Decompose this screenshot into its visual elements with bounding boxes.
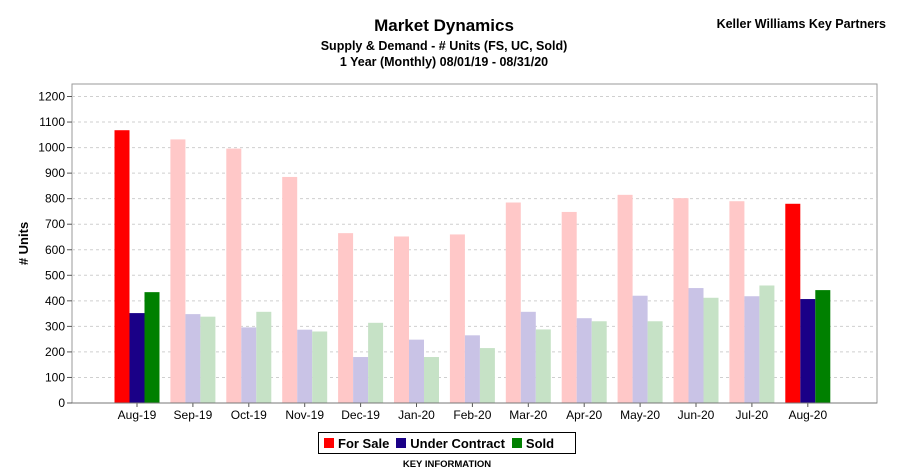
y-tick-label: 700 xyxy=(45,217,65,231)
legend-label-under-contract: Under Contract xyxy=(410,435,505,451)
chart-subtitle-line2: 1 Year (Monthly) 08/01/19 - 08/31/20 xyxy=(339,55,549,69)
bar-sold xyxy=(200,316,216,403)
x-tick-label: Feb-20 xyxy=(453,408,491,422)
brand-name: Keller Williams Key Partners xyxy=(716,17,886,31)
bar-under-contract xyxy=(632,295,648,403)
bar-sold xyxy=(647,321,663,403)
bar-under-contract xyxy=(129,313,145,403)
chart-title: Market Dynamics xyxy=(374,16,514,35)
key-information-caption: KEY INFORMATION xyxy=(402,459,492,470)
bar-for-sale xyxy=(170,139,186,403)
bar-sold xyxy=(424,357,439,403)
bar-for-sale xyxy=(617,194,633,403)
legend-swatch-under-contract xyxy=(396,438,407,448)
x-tick-label: Jun-20 xyxy=(678,408,715,422)
y-tick-label: 400 xyxy=(45,294,65,308)
bar-sold xyxy=(256,311,272,403)
bar-for-sale xyxy=(449,234,465,403)
x-tick-label: Mar-20 xyxy=(509,408,547,422)
bar-sold xyxy=(368,322,384,403)
bar-under-contract xyxy=(464,335,480,403)
y-tick-label: 800 xyxy=(45,192,65,206)
legend-item-sold: Sold xyxy=(511,435,555,451)
y-tick-label: 900 xyxy=(45,166,65,180)
chart-legend: For Sale Under Contract Sold xyxy=(318,432,576,454)
x-tick-label: May-20 xyxy=(620,408,660,422)
legend-swatch-sold xyxy=(511,438,522,448)
bar-under-contract xyxy=(353,357,369,403)
bar-under-contract xyxy=(520,311,536,403)
y-tick-label: 100 xyxy=(45,370,65,384)
bar-for-sale xyxy=(673,198,689,403)
y-tick-label: 500 xyxy=(45,268,65,282)
y-tick-label: 1000 xyxy=(38,141,65,155)
x-tick-label: Jan-20 xyxy=(398,408,435,422)
y-tick-label: 300 xyxy=(45,319,65,333)
bar-sold xyxy=(312,331,328,403)
bar-for-sale xyxy=(394,236,409,403)
legend-swatch-for-sale xyxy=(324,438,334,448)
bar-under-contract xyxy=(800,299,816,403)
y-axis-label: # Units xyxy=(16,222,31,265)
bar-under-contract xyxy=(744,296,760,403)
legend-item-for-sale: For Sale xyxy=(324,436,389,451)
bar-sold xyxy=(144,292,160,403)
x-tick-label: Jul-20 xyxy=(736,408,769,422)
chart-subtitle-line1: Supply & Demand - # Units (FS, UC, Sold) xyxy=(320,39,568,53)
bar-under-contract xyxy=(409,339,424,403)
bar-sold xyxy=(535,329,551,403)
bar-for-sale xyxy=(785,203,801,403)
bar-sold xyxy=(479,348,495,403)
bar-under-contract xyxy=(576,318,592,403)
bar-for-sale xyxy=(114,130,130,403)
bar-sold xyxy=(703,297,719,403)
bar-under-contract xyxy=(241,327,257,403)
x-tick-label: Oct-19 xyxy=(231,408,267,422)
y-tick-label: 600 xyxy=(45,243,65,257)
bar-for-sale xyxy=(561,211,577,403)
bar-sold xyxy=(759,285,775,403)
y-tick-label: 200 xyxy=(45,345,65,359)
bar-under-contract xyxy=(297,329,313,403)
bar-under-contract xyxy=(185,314,201,403)
bar-for-sale xyxy=(282,176,298,403)
bar-for-sale xyxy=(729,201,745,403)
x-tick-label: Dec-19 xyxy=(341,408,380,422)
x-tick-label: Aug-19 xyxy=(118,408,157,422)
legend-item-under-contract: Under Contract xyxy=(396,436,505,451)
bar-under-contract xyxy=(688,288,704,403)
legend-label-for-sale: For Sale xyxy=(338,435,390,451)
y-tick-label: 0 xyxy=(58,396,65,410)
x-tick-label: Sep-19 xyxy=(174,408,213,422)
bar-for-sale xyxy=(338,233,354,403)
y-tick-label: 1200 xyxy=(38,90,65,104)
legend-label-sold: Sold xyxy=(525,435,555,451)
x-tick-label: Nov-19 xyxy=(285,408,324,422)
bar-for-sale xyxy=(505,202,521,403)
bar-sold xyxy=(591,321,607,403)
bar-for-sale xyxy=(226,148,242,403)
y-tick-label: 1100 xyxy=(39,115,65,129)
x-tick-label: Apr-20 xyxy=(566,408,602,422)
bar-sold xyxy=(815,290,831,403)
x-tick-label: Aug-20 xyxy=(788,408,827,422)
